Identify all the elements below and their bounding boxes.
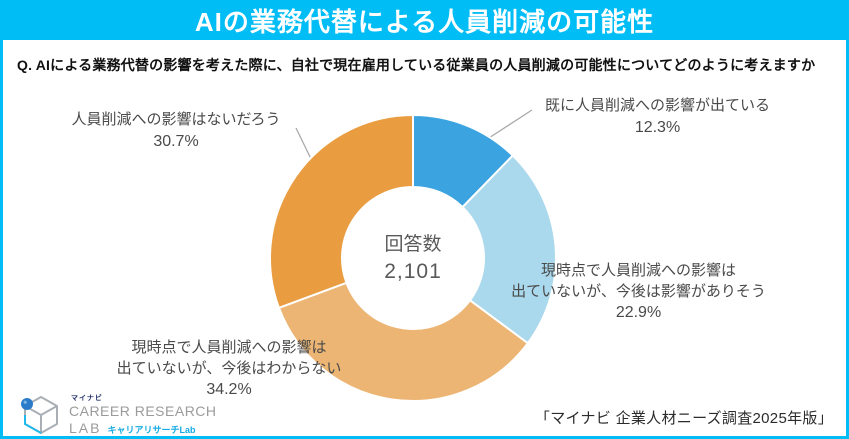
callout-likely-future: 現時点で人員削減への影響は 出ていないが、今後は影響がありそう 22.9% (496, 260, 781, 323)
survey-question: Q. AIによる業務代替の影響を考えた際に、自社で現在雇用している従業員の人員削… (17, 57, 816, 73)
donut-center-label: 回答数 2,101 (338, 231, 488, 285)
callout-text: 既に人員削減への影響が出ている (544, 97, 770, 114)
page-title: AIの業務代替による人員削減の可能性 (194, 6, 655, 37)
callout-text: 出ていないが、今後は影響がありそう (511, 283, 766, 300)
callout-unknown-future: 現時点で人員削減への影響は 出ていないが、今後はわからない 34.2% (89, 337, 369, 400)
logo-subtitle-jp: キャリアリサーチLab (107, 425, 196, 435)
callout-percent: 30.7% (153, 133, 199, 150)
callout-text: 現時点で人員削減への影響は (131, 339, 327, 356)
logo-career-research: CAREER RESEARCH (69, 403, 217, 419)
mynavi-cube-logo-icon (21, 395, 58, 434)
career-research-lab-logo: マイナビ CAREER RESEARCH LAB キャリアリサーチLab (20, 393, 217, 436)
callout-no-impact: 人員削減への影響はないだろう 30.7% (46, 109, 306, 153)
source-citation: 「マイナビ 企業人材ニーズ調査2025年版」 (534, 410, 833, 427)
donut-slice-3 (269, 113, 414, 310)
logo-brand-mynavi: マイナビ (71, 395, 103, 402)
callout-percent: 34.2% (206, 381, 252, 398)
logo-text: マイナビ CAREER RESEARCH LAB キャリアリサーチLab (69, 393, 217, 436)
responses-caption: 回答数 (384, 234, 442, 255)
responses-count: 2,101 (384, 260, 442, 283)
donut-slice-2 (277, 281, 530, 402)
callout-text: 人員削減への影響はないだろう (71, 111, 281, 128)
callout-percent: 12.3% (634, 119, 681, 136)
callout-percent: 22.9% (615, 304, 662, 321)
callout-text: 現時点で人員削減への影響は (540, 262, 736, 279)
callout-already-affected: 既に人員削減への影響が出ている 12.3% (515, 95, 800, 139)
title-banner: AIの業務代替による人員削減の可能性 (0, 0, 849, 40)
callout-text: 出ていないが、今後はわからない (116, 360, 342, 377)
logo-lab: LAB (69, 420, 102, 436)
donut-slice-1 (461, 154, 557, 345)
